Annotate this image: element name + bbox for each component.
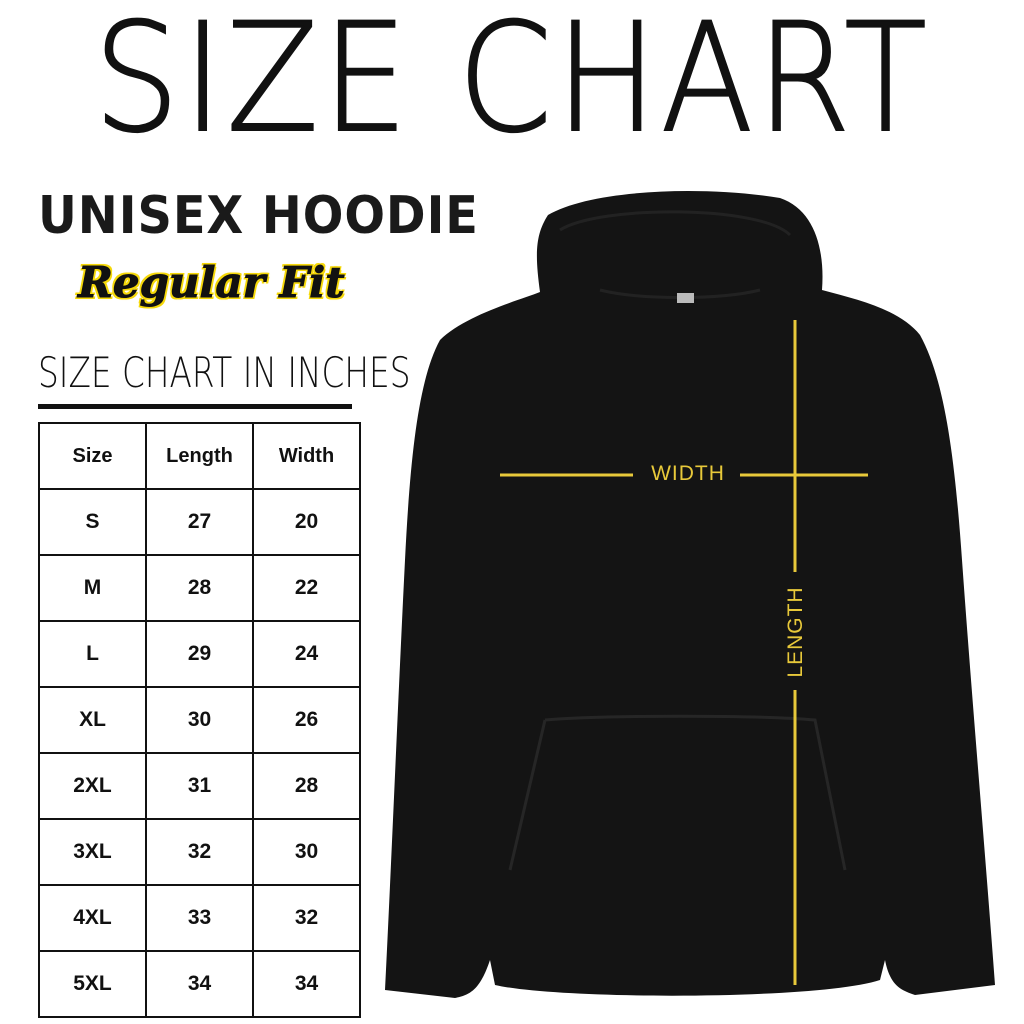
fit-label: Regular Fit — [78, 258, 346, 307]
pocket-outline — [508, 714, 847, 871]
length-cell: 30 — [145, 686, 254, 754]
table-row: 5XL 34 34 — [38, 950, 361, 1018]
width-cell: 22 — [252, 554, 361, 622]
length-cell: 29 — [145, 620, 254, 688]
table-row: 4XL 33 32 — [38, 884, 361, 952]
width-cell: 32 — [252, 884, 361, 952]
width-cell: 28 — [252, 752, 361, 820]
heading-underline — [38, 404, 352, 409]
size-cell: 2XL — [38, 752, 147, 820]
hoodie-body — [385, 191, 995, 998]
length-cell: 28 — [145, 554, 254, 622]
length-cell: 32 — [145, 818, 254, 886]
width-cell: 24 — [252, 620, 361, 688]
size-cell: XL — [38, 686, 147, 754]
product-name: UNISEX HOODIE — [38, 186, 479, 246]
size-cell: 4XL — [38, 884, 147, 952]
width-label: WIDTH — [651, 462, 725, 485]
table-row: L 29 24 — [38, 620, 361, 688]
table-row: S 27 20 — [38, 488, 361, 556]
header-cell: Size — [38, 422, 147, 490]
table-header-row: Size Length Width — [38, 422, 361, 490]
table-row: 2XL 31 28 — [38, 752, 361, 820]
size-table: Size Length Width S 27 20 M 28 22 L 29 24 XL 30 26 2… — [38, 422, 361, 1018]
table-row: XL 30 26 — [38, 686, 361, 754]
units-heading: SIZE CHART IN INCHES — [38, 348, 411, 397]
length-label: LENGTH — [784, 586, 807, 678]
table-row: M 28 22 — [38, 554, 361, 622]
length-cell: 27 — [145, 488, 254, 556]
size-cell: M — [38, 554, 147, 622]
size-cell: 5XL — [38, 950, 147, 1018]
length-cell: 31 — [145, 752, 254, 820]
table-row: 3XL 32 30 — [38, 818, 361, 886]
neck-label — [677, 293, 694, 303]
width-cell: 20 — [252, 488, 361, 556]
width-cell: 34 — [252, 950, 361, 1018]
size-cell: L — [38, 620, 147, 688]
width-cell: 30 — [252, 818, 361, 886]
header-cell: Width — [252, 422, 361, 490]
page-title: SIZE CHART — [93, 0, 931, 166]
length-cell: 34 — [145, 950, 254, 1018]
length-cell: 33 — [145, 884, 254, 952]
header-cell: Length — [145, 422, 254, 490]
size-cell: 3XL — [38, 818, 147, 886]
size-cell: S — [38, 488, 147, 556]
width-cell: 26 — [252, 686, 361, 754]
